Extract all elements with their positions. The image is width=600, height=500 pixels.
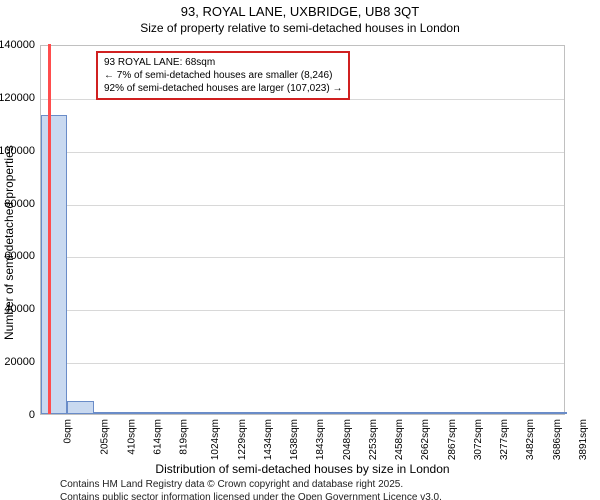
histogram-bar — [435, 412, 461, 414]
x-tick-label: 3891sqm — [578, 419, 589, 460]
subject-marker — [48, 44, 51, 414]
histogram-bar — [94, 412, 120, 414]
histogram-bar — [514, 412, 540, 414]
x-tick-label: 2867sqm — [447, 419, 458, 460]
histogram-bar — [461, 412, 487, 414]
y-tick-label: 100000 — [0, 145, 35, 157]
grid-line — [41, 363, 564, 364]
attribution-block: Contains HM Land Registry data © Crown c… — [60, 478, 442, 500]
x-tick-label: 3482sqm — [525, 419, 536, 460]
histogram-bar — [199, 412, 225, 414]
chart-container: 93, ROYAL LANE, UXBRIDGE, UB8 3QT Size o… — [0, 0, 600, 500]
x-tick-label: 3686sqm — [552, 419, 563, 460]
histogram-bar — [356, 412, 382, 414]
plot-region: 93 ROYAL LANE: 68sqm← 7% of semi-detache… — [40, 45, 565, 415]
x-tick-label: 1638sqm — [289, 419, 300, 460]
x-tick-label: 205sqm — [100, 419, 111, 455]
x-tick-label: 1229sqm — [237, 419, 248, 460]
x-tick-label: 2662sqm — [420, 419, 431, 460]
y-tick-label: 140000 — [0, 39, 35, 51]
histogram-bar — [225, 412, 251, 414]
histogram-bar — [540, 412, 566, 414]
callout-box: 93 ROYAL LANE: 68sqm← 7% of semi-detache… — [96, 51, 350, 100]
histogram-bar — [120, 412, 146, 414]
y-tick-label: 40000 — [0, 303, 35, 315]
grid-line — [41, 205, 564, 206]
x-tick-label: 2253sqm — [368, 419, 379, 460]
title-line-1: 93, ROYAL LANE, UXBRIDGE, UB8 3QT — [0, 4, 600, 19]
title-block: 93, ROYAL LANE, UXBRIDGE, UB8 3QT Size o… — [0, 4, 600, 35]
y-tick-label: 0 — [0, 409, 35, 421]
grid-line — [41, 310, 564, 311]
x-tick-label: 819sqm — [179, 419, 190, 455]
histogram-bar — [330, 412, 356, 414]
histogram-bar — [251, 412, 277, 414]
x-tick-label: 1024sqm — [210, 419, 221, 460]
y-tick-label: 80000 — [0, 198, 35, 210]
histogram-bar — [41, 115, 67, 414]
title-line-2: Size of property relative to semi-detach… — [0, 21, 600, 35]
callout-line: 93 ROYAL LANE: 68sqm — [104, 56, 342, 69]
x-tick-label: 2458sqm — [394, 419, 405, 460]
histogram-bar — [67, 401, 93, 414]
x-tick-label: 410sqm — [126, 419, 137, 455]
x-tick-label: 614sqm — [152, 419, 163, 455]
x-tick-label: 1843sqm — [315, 419, 326, 460]
x-tick-label: 2048sqm — [342, 419, 353, 460]
histogram-bar — [383, 412, 409, 414]
x-tick-label: 3277sqm — [499, 419, 510, 460]
histogram-bar — [409, 412, 435, 414]
y-tick-label: 60000 — [0, 250, 35, 262]
histogram-bar — [146, 412, 172, 414]
y-tick-label: 120000 — [0, 92, 35, 104]
x-axis-title: Distribution of semi-detached houses by … — [40, 462, 565, 476]
x-tick-label: 1434sqm — [263, 419, 274, 460]
grid-line — [41, 257, 564, 258]
attribution-line-2: Contains public sector information licen… — [60, 491, 442, 500]
histogram-bar — [488, 412, 514, 414]
histogram-bar — [172, 412, 198, 414]
attribution-line-1: Contains HM Land Registry data © Crown c… — [60, 478, 442, 491]
grid-line — [41, 152, 564, 153]
histogram-bar — [277, 412, 303, 414]
y-tick-label: 20000 — [0, 356, 35, 368]
histogram-bar — [304, 412, 330, 414]
x-tick-label: 3072sqm — [473, 419, 484, 460]
x-tick-label: 0sqm — [62, 419, 73, 443]
callout-line: ← 7% of semi-detached houses are smaller… — [104, 69, 342, 82]
callout-line: 92% of semi-detached houses are larger (… — [104, 82, 342, 95]
